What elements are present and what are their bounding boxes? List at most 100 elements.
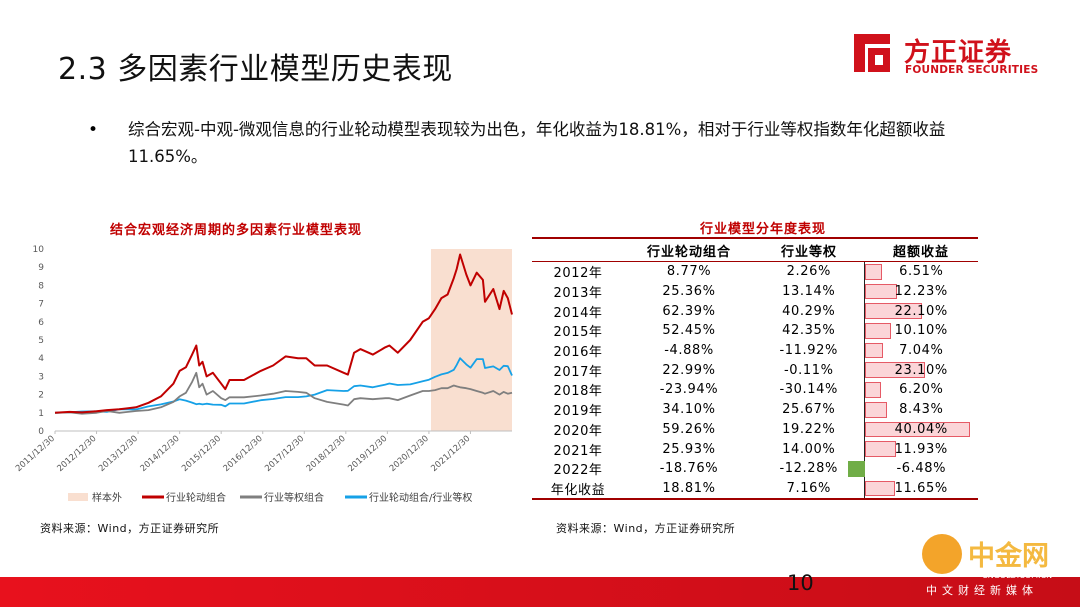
rotation-cell: -23.94% (659, 382, 719, 398)
x-tick-label: 2017/12/30 (263, 434, 306, 474)
x-tick-label: 2015/12/30 (180, 434, 223, 474)
chart-source: 资料来源：Wind，方正证券研究所 (40, 522, 220, 535)
rotation-cell: 25.36% (662, 284, 716, 300)
excess-value: 23.10% (894, 362, 948, 378)
legend-label: 行业等权组合 (264, 491, 324, 504)
excess-bar (864, 362, 926, 379)
excess-cell: 8.43% (863, 399, 978, 420)
excess-cell: 7.04% (863, 340, 978, 361)
table-header-rotation: 行业轮动组合 (624, 237, 754, 262)
excess-bar (864, 283, 897, 300)
excess-value: 11.65% (894, 480, 948, 496)
equal-cell: -30.14% (779, 382, 838, 398)
excess-bar (864, 421, 970, 438)
y-tick-label: 3 (38, 372, 44, 382)
year-cell: 2014年 (553, 305, 603, 321)
rotation-cell: 22.99% (662, 362, 716, 378)
excess-bar (864, 303, 923, 320)
year-cell: 2020年 (553, 423, 603, 439)
performance-line-chart: 0 1 2 3 4 5 6 7 8 9 10 2011/12/302012/12/302013/12/… (14, 245, 513, 504)
table-header-year (532, 237, 624, 262)
excess-cell: 6.20% (863, 380, 978, 400)
equal-cell: 40.29% (782, 303, 836, 319)
year-cell: 2018年 (553, 384, 603, 400)
x-tick-label: 2016/12/30 (222, 434, 265, 474)
table-row: 2018年 -23.94% -30.14% 6.20% (532, 380, 978, 400)
excess-bar (864, 441, 896, 457)
founder-logo: 方正证券 FOUNDER SECURITIES (848, 30, 1038, 80)
equal-cell: 14.00% (782, 441, 836, 457)
table-row: 2021年 25.93% 14.00% 11.93% (532, 439, 978, 459)
rotation-cell: 34.10% (662, 402, 716, 418)
page-title: 2.3 多因素行业模型历史表现 (58, 52, 453, 87)
watermark: 中金网 CNGOLD.COM.CN 中文财经新媒体 (922, 532, 1072, 602)
table-row: 年化收益 18.81% 7.16% 11.65% (532, 478, 978, 501)
logo-text-cn: 方正证券 (904, 38, 1013, 68)
y-tick-label: 1 (38, 409, 44, 419)
equal-cell: -11.92% (779, 343, 838, 359)
equal-cell: -12.28% (779, 461, 838, 477)
page-number: 10 (787, 571, 814, 595)
x-tick-label: 2012/12/30 (55, 434, 98, 474)
year-cell: 2021年 (553, 443, 603, 459)
rotation-cell: 62.39% (662, 303, 716, 319)
table-row: 2016年 -4.88% -11.92% 7.04% (532, 340, 978, 361)
year-cell: 2012年 (553, 266, 603, 282)
x-tick-label: 2021/12/30 (429, 434, 472, 474)
y-tick-label: 2 (38, 391, 44, 401)
excess-bar (864, 382, 881, 398)
equal-cell: 13.14% (782, 284, 836, 300)
year-cell: 年化收益 (532, 478, 624, 501)
logo-text-en: FOUNDER SECURITIES (905, 64, 1039, 76)
watermark-logo-icon (922, 534, 962, 574)
table-row: 2015年 52.45% 42.35% 10.10% (532, 321, 978, 341)
series-line-0 (54, 253, 513, 414)
excess-value: 6.51% (899, 264, 944, 280)
table-row: 2020年 59.26% 19.22% 40.04% (532, 419, 978, 440)
watermark-text-en: CNGOLD.COM.CN (982, 571, 1053, 580)
excess-value: 22.10% (894, 303, 948, 319)
out-of-sample-region (430, 249, 512, 431)
excess-cell: 40.04% (863, 419, 978, 440)
founder-logo-icon (854, 34, 890, 72)
excess-bar (864, 264, 882, 280)
table-header-equal: 行业等权 (754, 237, 864, 262)
y-tick-label: 8 (38, 281, 44, 291)
year-cell: 2015年 (553, 325, 603, 341)
watermark-text-cn: 中金网 (968, 541, 1049, 572)
year-cell: 2017年 (553, 364, 603, 380)
table-row: 2019年 34.10% 25.67% 8.43% (532, 399, 978, 420)
y-tick-label: 7 (38, 300, 44, 310)
equal-cell: 25.67% (782, 402, 836, 418)
excess-cell: 22.10% (863, 301, 978, 322)
legend-label: 样本外 (92, 491, 122, 504)
excess-cell: 11.93% (863, 439, 978, 459)
x-tick-label: 2020/12/30 (388, 434, 431, 474)
series-line-1 (54, 371, 513, 415)
year-cell: 2022年 (553, 463, 603, 479)
excess-value: 11.93% (894, 441, 948, 457)
excess-bar (864, 480, 896, 497)
table-row: 2012年 8.77% 2.26% 6.51% (532, 261, 978, 282)
table-source: 资料来源：Wind，方正证券研究所 (556, 522, 736, 535)
excess-value: 6.20% (899, 382, 944, 398)
excess-value: 7.04% (899, 343, 944, 359)
equal-cell: 19.22% (782, 421, 836, 437)
excess-value: -6.48% (896, 461, 947, 477)
x-tick-label: 2011/12/30 (14, 434, 57, 474)
year-cell: 2016年 (553, 345, 603, 361)
legend-label: 行业轮动组合 (166, 491, 226, 504)
excess-bar (847, 460, 865, 477)
equal-cell: 42.35% (782, 323, 836, 339)
rotation-cell: 8.77% (666, 264, 712, 280)
rotation-cell: 18.81% (624, 478, 754, 501)
excess-cell: -6.48% (847, 458, 978, 479)
x-tick-label: 2013/12/30 (97, 434, 140, 474)
rotation-cell: 59.26% (662, 421, 716, 437)
excess-cell: 11.65% (863, 478, 978, 501)
y-tick-label: 10 (33, 245, 45, 255)
legend-swatch (68, 493, 88, 501)
table-header-excess: 超额收益 (864, 237, 978, 262)
excess-cell: 23.10% (863, 360, 978, 381)
rotation-cell: -4.88% (664, 343, 714, 359)
